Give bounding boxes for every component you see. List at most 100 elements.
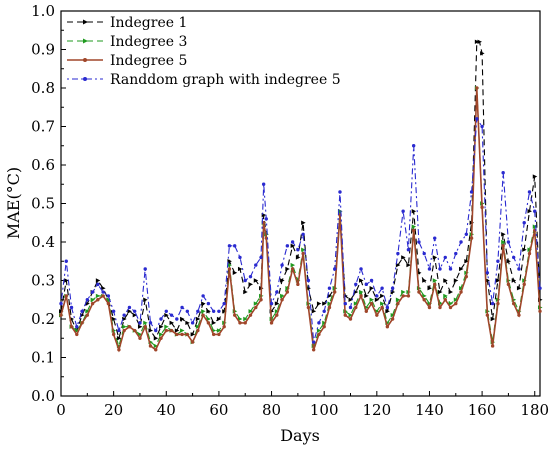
data-point bbox=[137, 332, 143, 337]
data-point bbox=[348, 317, 353, 321]
data-point bbox=[501, 232, 506, 237]
data-point bbox=[316, 301, 322, 306]
data-point bbox=[122, 316, 127, 322]
data-point bbox=[422, 293, 427, 299]
series-1 bbox=[59, 39, 543, 341]
data-point bbox=[122, 324, 127, 329]
data-point bbox=[69, 305, 74, 310]
data-point bbox=[90, 297, 96, 302]
data-point bbox=[190, 321, 195, 325]
data-point bbox=[432, 255, 438, 260]
data-point bbox=[180, 332, 184, 337]
data-point bbox=[406, 262, 411, 268]
data-point bbox=[406, 248, 411, 252]
data-point bbox=[322, 301, 327, 306]
data-point bbox=[495, 278, 501, 283]
data-point bbox=[353, 289, 359, 295]
data-point bbox=[453, 297, 459, 302]
y-tick-label: 0.2 bbox=[31, 310, 55, 328]
data-point bbox=[195, 316, 201, 322]
data-point bbox=[369, 297, 375, 302]
data-point bbox=[311, 340, 316, 344]
data-point bbox=[448, 305, 453, 310]
data-point bbox=[237, 266, 243, 272]
data-point bbox=[143, 267, 147, 271]
data-point bbox=[417, 290, 421, 294]
data-point bbox=[243, 289, 248, 295]
y-tick-label: 0.1 bbox=[31, 349, 55, 367]
data-point bbox=[264, 217, 268, 221]
data-point bbox=[532, 224, 538, 229]
data-point bbox=[364, 309, 368, 313]
data-point bbox=[364, 282, 368, 287]
data-point bbox=[375, 294, 379, 298]
data-point bbox=[227, 262, 232, 268]
data-point bbox=[464, 232, 469, 236]
y-tick-label: 0.9 bbox=[31, 41, 55, 59]
data-point bbox=[164, 328, 168, 333]
data-point bbox=[201, 301, 206, 306]
data-point bbox=[301, 247, 306, 252]
data-point bbox=[464, 259, 469, 264]
data-point bbox=[285, 266, 290, 272]
data-point bbox=[306, 278, 311, 283]
data-point bbox=[496, 259, 500, 263]
data-point bbox=[280, 263, 284, 267]
data-point bbox=[59, 313, 63, 317]
data-point bbox=[527, 251, 532, 256]
data-point bbox=[359, 289, 364, 295]
data-point bbox=[369, 301, 374, 306]
legend-marker bbox=[83, 38, 88, 44]
data-point bbox=[237, 316, 243, 322]
data-point bbox=[454, 301, 458, 306]
data-point bbox=[180, 305, 184, 310]
data-point bbox=[432, 278, 438, 283]
data-point bbox=[190, 340, 195, 344]
data-point bbox=[280, 278, 285, 283]
data-point bbox=[201, 313, 205, 317]
data-point bbox=[101, 290, 105, 294]
data-point bbox=[480, 205, 484, 210]
x-tick-label: 60 bbox=[209, 401, 228, 419]
data-point bbox=[180, 328, 185, 333]
data-point bbox=[380, 286, 384, 290]
legend-label: Indegree 1 bbox=[110, 15, 187, 31]
data-point bbox=[217, 309, 221, 313]
data-point bbox=[538, 309, 542, 313]
data-point bbox=[353, 301, 359, 306]
data-point bbox=[233, 313, 237, 317]
data-point bbox=[333, 290, 337, 294]
data-point bbox=[322, 309, 326, 313]
data-point bbox=[411, 228, 416, 233]
data-point bbox=[511, 301, 516, 306]
legend: Indegree 1 Indegree 3 Indegree 5 Randdom gr… bbox=[67, 15, 341, 88]
data-point bbox=[506, 240, 511, 244]
data-point bbox=[185, 309, 190, 313]
data-point bbox=[243, 321, 247, 325]
data-point bbox=[148, 344, 153, 348]
data-point bbox=[422, 278, 427, 283]
data-point bbox=[106, 294, 111, 298]
data-point bbox=[222, 301, 226, 306]
data-point bbox=[227, 244, 232, 248]
data-point bbox=[317, 321, 321, 325]
data-point bbox=[169, 320, 175, 326]
data-point bbox=[490, 316, 496, 322]
data-point bbox=[506, 282, 511, 287]
data-point bbox=[343, 313, 347, 317]
data-point bbox=[148, 328, 153, 333]
data-point bbox=[143, 320, 148, 326]
data-point bbox=[206, 301, 211, 306]
data-point bbox=[274, 309, 280, 314]
data-point bbox=[522, 247, 527, 252]
data-point bbox=[101, 294, 105, 298]
data-point bbox=[169, 313, 174, 317]
data-point bbox=[75, 332, 79, 337]
y-tick-label: 0.8 bbox=[31, 79, 55, 97]
data-point bbox=[359, 267, 363, 271]
data-point bbox=[516, 286, 522, 291]
data-point bbox=[517, 267, 521, 271]
legend-label: Indegree 5 bbox=[110, 53, 187, 69]
data-point bbox=[217, 332, 221, 337]
data-point bbox=[185, 320, 190, 326]
